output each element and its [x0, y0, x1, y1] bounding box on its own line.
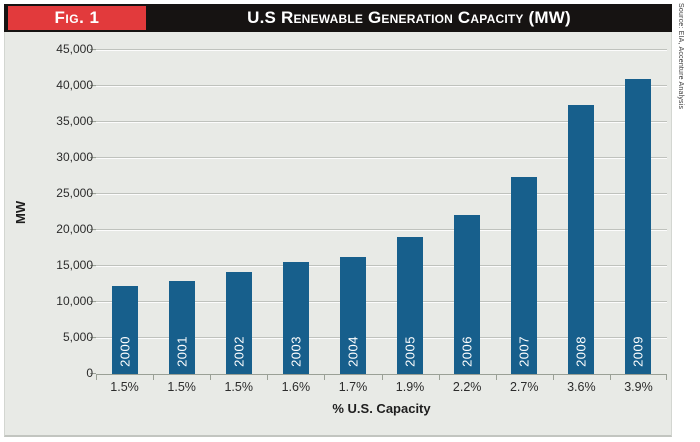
x-axis-title: % U.S. Capacity [332, 401, 431, 416]
bar-2009: 2009 [625, 78, 652, 374]
x-axis-tick [438, 375, 440, 380]
chart-title: U.S Renewable Generation Capacity (MW) [247, 8, 571, 27]
x-axis-tick [666, 375, 667, 380]
gridline [96, 121, 667, 122]
y-axis-tick [90, 49, 96, 50]
y-axis-tick [90, 157, 96, 158]
x-tick-label: 1.5% [224, 380, 253, 394]
y-axis-tick [90, 265, 96, 266]
gridline [96, 229, 667, 230]
x-axis-tick [96, 375, 97, 380]
bar-year-label: 2006 [459, 336, 475, 367]
bar-year-label: 2003 [288, 336, 304, 367]
x-tick-label: 1.9% [395, 380, 425, 394]
gridline [96, 337, 667, 338]
x-axis-tick [609, 375, 611, 380]
x-tick-label: 3.9% [624, 380, 653, 394]
bar-year-label: 2007 [516, 336, 532, 367]
y-tick-label: 45,000 [56, 42, 93, 56]
x-axis-tick [267, 375, 269, 380]
x-tick-label: 2.7% [509, 380, 539, 394]
y-axis-tick [90, 301, 96, 302]
bar-2000: 2000 [111, 286, 138, 374]
bar-2008: 2008 [568, 105, 595, 374]
x-tick-label: 1.6% [281, 380, 311, 394]
y-tick-label: 0 [86, 366, 93, 380]
x-tick-label: 3.6% [567, 380, 596, 394]
bar-year-label: 2001 [174, 336, 190, 367]
y-axis-tick [90, 337, 96, 338]
bar-2006: 2006 [454, 214, 481, 374]
y-axis-tick [90, 85, 96, 86]
plot-area: 2000 2001 2002 2003 2004 2005 2006 2007 2008 2009 [90, 49, 667, 380]
y-tick-label: 40,000 [56, 78, 93, 92]
source-note: Source: EIA, Accenture Analysis [677, 3, 684, 110]
bar-year-label: 2005 [402, 336, 418, 367]
bar-2007: 2007 [511, 176, 538, 374]
bar-year-label: 2008 [573, 336, 589, 367]
x-axis-tick [153, 375, 155, 380]
gridline [96, 49, 667, 50]
y-axis-title: MW [13, 200, 28, 224]
bar-2001: 2001 [168, 281, 195, 374]
figure-label: Fig. 1 [8, 6, 146, 30]
x-axis-tick [495, 375, 497, 380]
x-tick-label: 2.2% [452, 380, 482, 394]
y-tick-label: 15,000 [56, 258, 93, 272]
y-tick-label: 25,000 [56, 186, 93, 200]
y-tick-label: 20,000 [56, 222, 93, 236]
x-tick-label: 1.5% [167, 380, 196, 394]
bar-2005: 2005 [397, 237, 424, 374]
x-axis-tick [381, 375, 383, 380]
y-axis-tick [90, 193, 96, 194]
gridline [96, 157, 667, 158]
y-tick-label: 10,000 [56, 294, 93, 308]
gridline [96, 301, 667, 302]
y-tick-label: 35,000 [56, 114, 93, 128]
figure-container: Fig. 1 U.S Renewable Generation Capacity… [4, 4, 672, 437]
gridline [96, 85, 667, 86]
y-axis-tick [90, 121, 96, 122]
bar-2004: 2004 [339, 257, 366, 374]
x-tick-label: 1.5% [110, 380, 139, 394]
gridline [96, 265, 667, 266]
bar-2003: 2003 [282, 262, 309, 374]
y-tick-label: 30,000 [56, 150, 93, 164]
y-tick-label: 5,000 [62, 330, 93, 344]
figure-header: Fig. 1 U.S Renewable Generation Capacity… [4, 4, 672, 32]
x-axis-tick [210, 375, 212, 380]
bar-year-label: 2002 [231, 336, 247, 367]
x-axis-line [96, 374, 667, 375]
y-axis-tick [90, 373, 96, 374]
x-tick-label: 1.7% [338, 380, 368, 394]
bar-year-label: 2004 [345, 336, 361, 367]
gridline [96, 193, 667, 194]
x-axis-tick [324, 375, 326, 380]
chart-area: MW 2000 2001 2002 2003 2004 2005 2006 2007 2008 2… [4, 32, 672, 437]
x-axis-tick [552, 375, 554, 380]
bar-year-label: 2000 [117, 336, 133, 367]
y-axis-tick [90, 229, 96, 230]
bar-year-label: 2009 [630, 336, 646, 367]
bar-2002: 2002 [225, 272, 252, 374]
